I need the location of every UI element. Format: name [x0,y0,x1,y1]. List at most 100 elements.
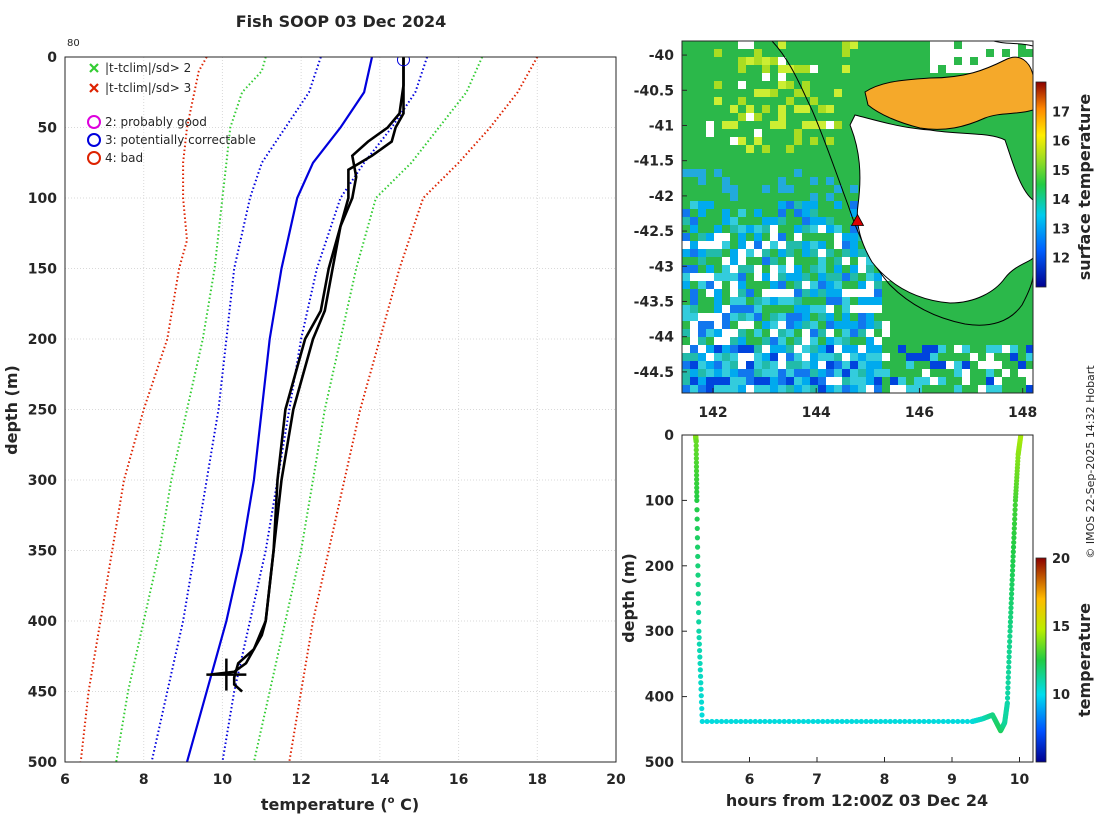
map-cell [738,249,746,257]
map-cell [778,241,786,249]
track-point [1011,530,1017,536]
track-point [1005,669,1012,675]
map-cell [754,249,762,257]
map-cell [906,361,914,369]
track-point [868,718,874,725]
map-cell [746,377,754,385]
map-cell [802,361,810,369]
map-cell [882,329,890,337]
map-cell [842,233,850,241]
map-cell [786,385,794,393]
map-cell [706,321,714,329]
map-cell [682,265,690,273]
track-point [829,718,836,725]
map-cell [706,361,714,369]
map-y-tick-label: -43.5 [634,294,674,310]
map-cell [778,313,786,321]
map-cell [866,321,874,329]
map-cell [874,321,882,329]
map-cell [970,41,978,49]
map-cell [706,345,714,353]
map-cell [778,233,786,241]
legend-label: 3: potentially correctable [105,133,256,147]
map-cell [794,241,802,249]
x-tick-label: 20 [606,772,626,788]
track-point [1007,623,1013,630]
map-cell [826,225,834,233]
map-cell [778,265,786,273]
track-point [1009,581,1015,588]
map-cell [842,385,850,393]
map-cell [738,361,746,369]
track-point [695,591,701,597]
map-cell [730,281,738,289]
map-cell [850,233,858,241]
map-cell [842,337,850,345]
map-cell [850,265,858,273]
map-cell [754,313,762,321]
map-cell [874,345,882,353]
map-cell [754,129,762,137]
track-point [1008,609,1014,616]
map-cell [738,377,746,385]
map-cell [930,41,938,49]
sst-colorbar-tick-label: 16 [1052,135,1070,150]
track-point [902,718,908,725]
map-cell [730,297,738,305]
track-point [723,718,729,725]
map-cell [850,305,858,313]
map-cell [818,265,826,273]
track-point [935,718,942,725]
map-cell [858,297,866,305]
map-cell [714,321,722,329]
map-cell [786,97,794,105]
track-point [757,718,763,725]
map-cell [722,233,730,241]
track-point [693,472,700,478]
map-cell [858,281,866,289]
map-cell [754,345,762,353]
track-y-tick-label: 100 [645,493,674,509]
track-point [747,718,754,725]
map-cell [778,65,786,73]
map-cell [794,353,802,361]
map-cell [770,385,778,393]
map-cell [722,177,730,185]
map-cell [746,41,754,49]
map-cell [770,257,778,265]
map-cell [986,353,994,361]
map-cell [762,65,770,73]
map-cell [738,337,746,345]
map-cell [714,377,722,385]
map-cell [730,289,738,297]
map-cell [738,329,746,337]
map-cell [770,265,778,273]
map-cell [890,377,898,385]
map-cell [682,233,690,241]
map-cell [802,321,810,329]
track-point [1009,567,1016,574]
track-point [1005,679,1011,686]
map-cell [842,345,850,353]
map-cell [722,121,730,129]
map-cell [866,281,874,289]
track-point [1009,572,1015,578]
map-cell [770,233,778,241]
map-cell [858,369,866,377]
map-cell [794,313,802,321]
track-point [694,525,700,532]
map-cell [874,297,882,305]
map-cell [914,377,922,385]
map-cell [722,217,730,225]
map-cell [706,233,714,241]
track-point [921,718,927,725]
map-cell [770,121,778,129]
track-point [1008,591,1015,597]
map-cell [690,241,698,249]
map-cell [794,137,802,145]
track-point [696,628,702,634]
legend-label: |t-tclim|/sd> 2 [105,61,191,75]
map-cell [850,41,858,49]
map-cell [714,241,722,249]
map-cell [778,273,786,281]
